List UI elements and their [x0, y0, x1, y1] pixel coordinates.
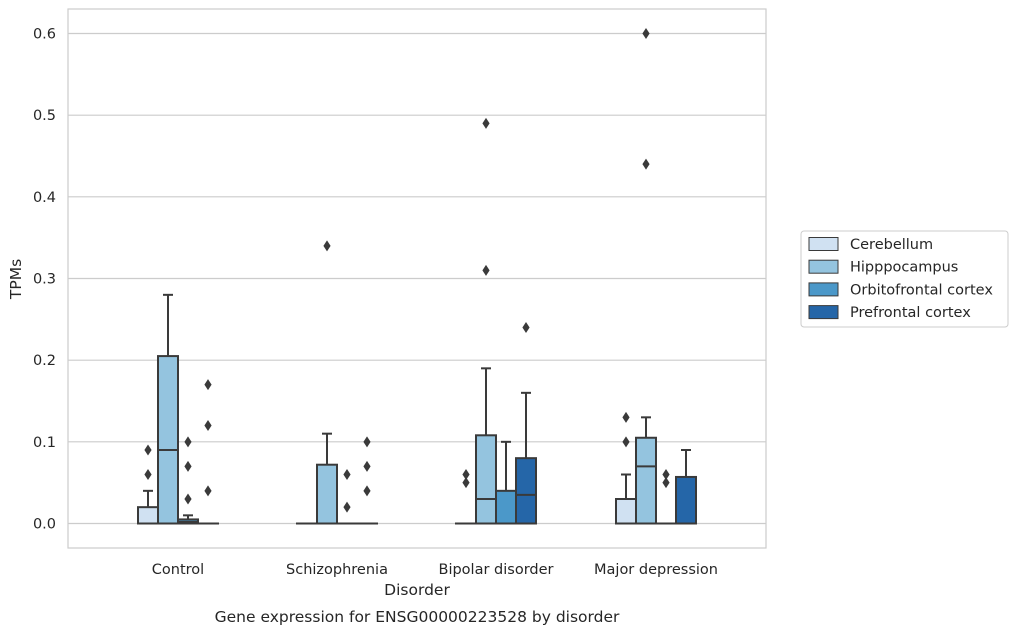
outlier-point: [184, 436, 192, 448]
outlier-point: [642, 158, 650, 170]
legend-item: Cerebellum: [808, 237, 933, 253]
box-body: [157, 355, 179, 525]
outlier-point: [482, 117, 490, 129]
box-cerebellum: [137, 489, 159, 525]
legend: Cerebellum Hipppocampus Orbitofrontal cort…: [800, 230, 1009, 328]
box-body: [495, 489, 517, 525]
legend-item: Hipppocampus: [808, 259, 958, 276]
box-body: [635, 436, 657, 525]
outlier-point: [323, 240, 331, 252]
y-tick-label: 0.1: [33, 435, 56, 451]
box-cerebellum: [615, 473, 637, 525]
box-orbitofrontal-cortex: [177, 514, 199, 525]
y-tick-label: 0.5: [33, 108, 56, 124]
x-axis-ticks: Control Schizophrenia Bipolar disorder Majo…: [152, 562, 718, 578]
chart-title: Gene expression for ENSG00000223528 by d…: [215, 608, 620, 626]
outlier-point: [363, 460, 371, 472]
outlier-point: [662, 469, 670, 480]
outlier-point: [343, 469, 351, 480]
x-tick-label: Bipolar disorder: [439, 562, 554, 578]
legend-label: Hipppocampus: [850, 260, 958, 276]
box-orbitofrontal-cortex: [495, 440, 517, 525]
outlier-point: [144, 444, 152, 456]
boxes: [137, 293, 697, 525]
x-tick-label: Control: [152, 562, 204, 578]
outlier-point: [204, 485, 212, 497]
y-tick-label: 0.6: [33, 27, 56, 43]
legend-swatch: [808, 259, 839, 274]
legend-item: Prefrontal cortex: [808, 305, 971, 321]
box-prefrontal-cortex: [515, 391, 537, 525]
outlier-point: [462, 477, 470, 489]
box-hipppocampus: [316, 432, 338, 525]
box-prefrontal-cortex: [675, 449, 697, 525]
outlier-point: [462, 469, 470, 480]
outlier-point: [622, 436, 630, 448]
box-hipppocampus: [157, 293, 179, 525]
legend-swatch: [808, 282, 839, 297]
outlier-point: [184, 493, 192, 505]
legend-swatch: [808, 237, 839, 251]
legend-label: Cerebellum: [850, 237, 933, 253]
box-body: [137, 506, 159, 525]
y-tick-label: 0.4: [33, 190, 56, 206]
outlier-point: [622, 411, 630, 423]
x-axis-title: Disorder: [384, 581, 450, 599]
legend-label: Orbitofrontal cortex: [850, 282, 993, 298]
outlier-point: [343, 501, 351, 513]
y-axis-ticks: 0.0 0.1 0.2 0.3 0.4 0.5 0.6: [33, 27, 56, 533]
y-tick-label: 0.0: [33, 517, 56, 533]
outlier-point: [522, 322, 530, 333]
outlier-point: [482, 264, 490, 276]
legend-item: Orbitofrontal cortex: [808, 282, 993, 298]
outlier-point: [144, 469, 152, 480]
legend-frame: [800, 230, 1009, 328]
gridlines: [68, 32, 766, 525]
outliers: [144, 28, 670, 513]
box-hipppocampus: [635, 416, 657, 525]
outlier-point: [204, 379, 212, 391]
box-body: [675, 475, 697, 525]
outlier-point: [662, 477, 670, 489]
outlier-point: [184, 460, 192, 472]
plot-area-frame: [67, 8, 767, 549]
box-body: [615, 498, 637, 525]
legend-label: Prefrontal cortex: [850, 305, 971, 321]
y-tick-label: 0.3: [33, 272, 56, 288]
box-body: [316, 463, 338, 525]
x-tick-label: Major depression: [594, 562, 718, 578]
outlier-point: [642, 28, 650, 39]
y-tick-label: 0.2: [33, 353, 56, 369]
box-body: [515, 457, 537, 525]
x-tick-label: Schizophrenia: [286, 562, 388, 578]
legend-swatch: [808, 305, 839, 320]
y-axis-title: TPMs: [7, 259, 25, 300]
outlier-point: [204, 420, 212, 431]
outlier-point: [363, 436, 371, 448]
outlier-point: [363, 485, 371, 497]
box-hipppocampus: [475, 367, 497, 525]
box-body: [475, 434, 497, 525]
